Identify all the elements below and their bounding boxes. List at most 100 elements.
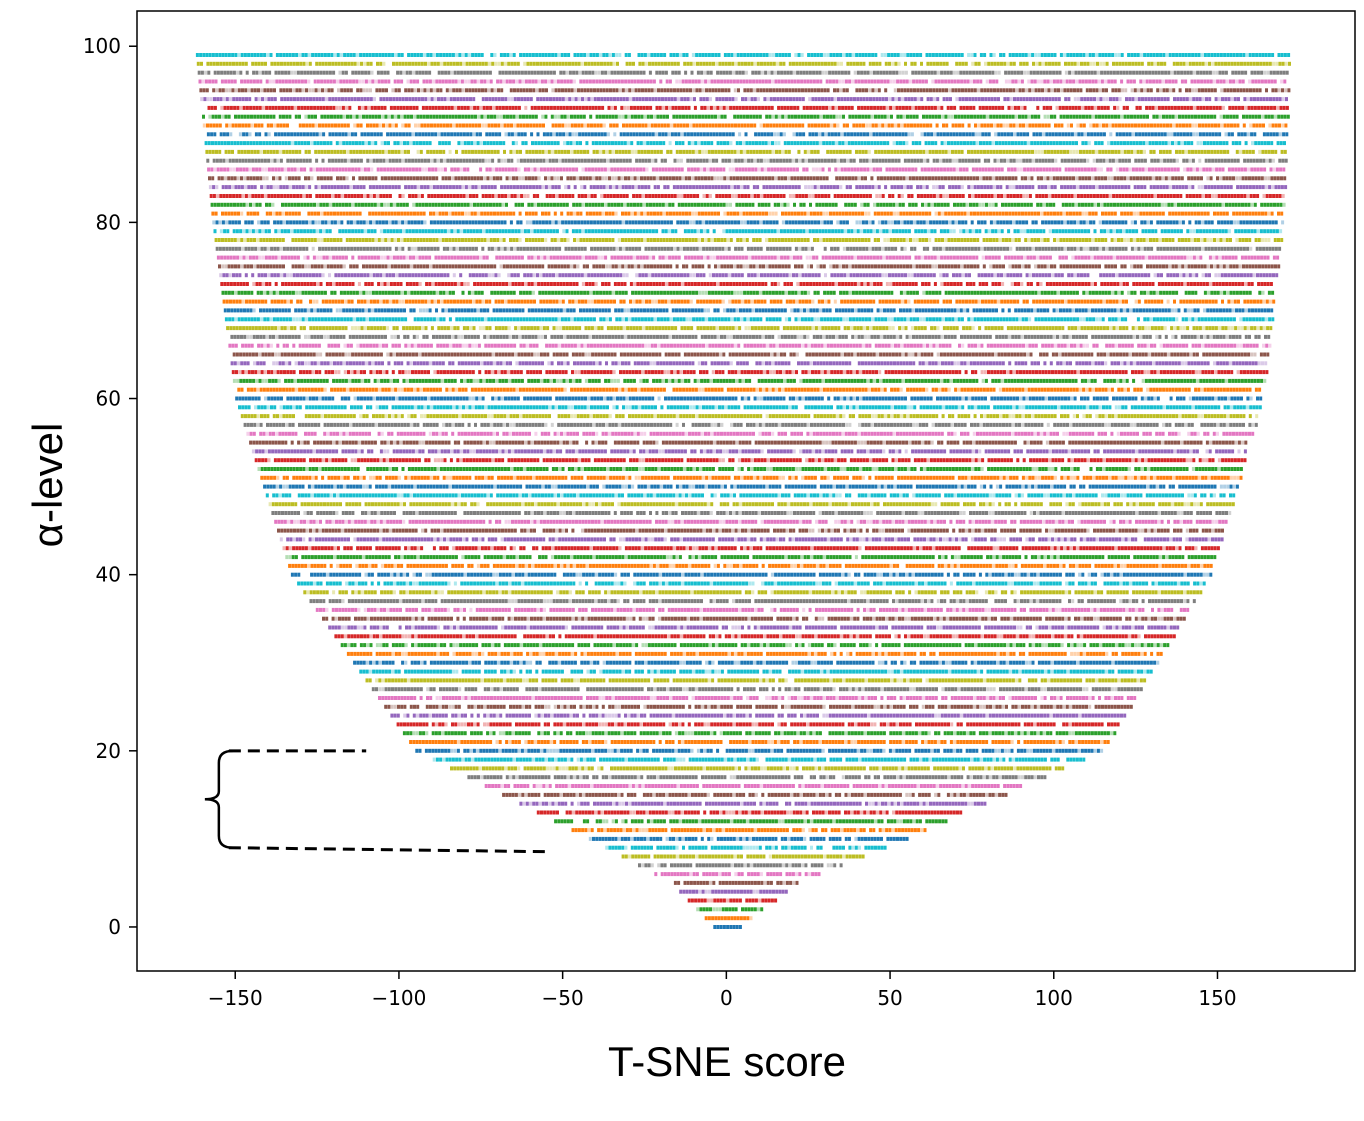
data-point (995, 722, 998, 726)
data-point (439, 670, 442, 674)
data-point (881, 802, 884, 806)
data-point (765, 696, 768, 700)
data-point (880, 740, 883, 744)
data-point (566, 749, 569, 753)
data-point (799, 828, 802, 832)
data-point (590, 652, 593, 656)
data-point (648, 863, 651, 867)
data-point (592, 793, 595, 797)
data-point (1166, 634, 1169, 638)
data-point (986, 775, 989, 779)
data-point (567, 819, 570, 823)
data-point (896, 731, 899, 735)
data-point (738, 811, 741, 815)
data-point (790, 731, 793, 735)
data-point (706, 784, 709, 788)
data-point (506, 758, 509, 762)
data-point (1008, 731, 1011, 735)
data-point (1163, 643, 1166, 647)
data-point (481, 678, 484, 682)
data-point (746, 819, 749, 823)
data-point (757, 634, 760, 638)
data-point (417, 687, 420, 691)
data-point (449, 687, 452, 691)
data-point (398, 670, 401, 674)
data-point (1006, 784, 1009, 788)
data-point (622, 678, 625, 682)
data-point (494, 634, 497, 638)
data-point (688, 793, 691, 797)
data-point (988, 766, 991, 770)
data-point (526, 758, 529, 762)
data-point (1066, 758, 1069, 762)
data-point (931, 714, 934, 718)
data-point (708, 819, 711, 823)
data-point (536, 643, 539, 647)
data-point (936, 766, 939, 770)
data-point (650, 714, 653, 718)
data-point (956, 766, 959, 770)
data-point (1016, 784, 1019, 788)
data-point (481, 652, 484, 656)
data-point (715, 863, 718, 867)
data-point (693, 828, 696, 832)
data-point (547, 775, 550, 779)
data-point (427, 643, 430, 647)
data-point (925, 714, 928, 718)
data-point (755, 722, 758, 726)
data-point (675, 731, 678, 735)
data-point (814, 758, 817, 762)
data-point (683, 872, 686, 876)
data-point (780, 828, 783, 832)
data-point (470, 731, 473, 735)
data-point (654, 634, 657, 638)
data-point (643, 731, 646, 735)
data-point (931, 722, 934, 726)
data-point (1098, 678, 1101, 682)
data-point (747, 872, 750, 876)
data-point (730, 714, 733, 718)
data-point (921, 811, 924, 815)
data-point (881, 819, 884, 823)
data-point (766, 872, 769, 876)
data-point (708, 802, 711, 806)
data-point (702, 643, 705, 647)
data-point (810, 714, 813, 718)
data-point (402, 634, 405, 638)
data-point (893, 819, 896, 823)
data-point (914, 828, 917, 832)
data-point (518, 714, 521, 718)
data-point (681, 731, 684, 735)
data-point (750, 802, 753, 806)
data-point (531, 722, 534, 726)
data-point (1141, 643, 1144, 647)
data-point (998, 731, 1001, 735)
data-point (754, 881, 757, 885)
data-point (742, 749, 745, 753)
data-point (728, 907, 731, 911)
data-point (933, 766, 936, 770)
data-point (691, 749, 694, 753)
data-point (902, 714, 905, 718)
data-point (555, 643, 558, 647)
data-point (688, 775, 691, 779)
data-point (405, 626, 408, 630)
data-point (1072, 731, 1075, 735)
data-point (705, 863, 708, 867)
data-point (838, 740, 841, 744)
data-point (637, 819, 640, 823)
data-point (863, 766, 866, 770)
data-point (626, 626, 629, 630)
data-point (964, 687, 967, 691)
data-point (690, 643, 693, 647)
data-point (701, 714, 704, 718)
data-point (467, 722, 470, 726)
data-point (663, 846, 666, 850)
data-point (831, 828, 834, 832)
data-point (699, 661, 702, 665)
data-point (550, 740, 553, 744)
data-point (1031, 670, 1034, 674)
data-point (629, 643, 632, 647)
data-point (916, 696, 919, 700)
